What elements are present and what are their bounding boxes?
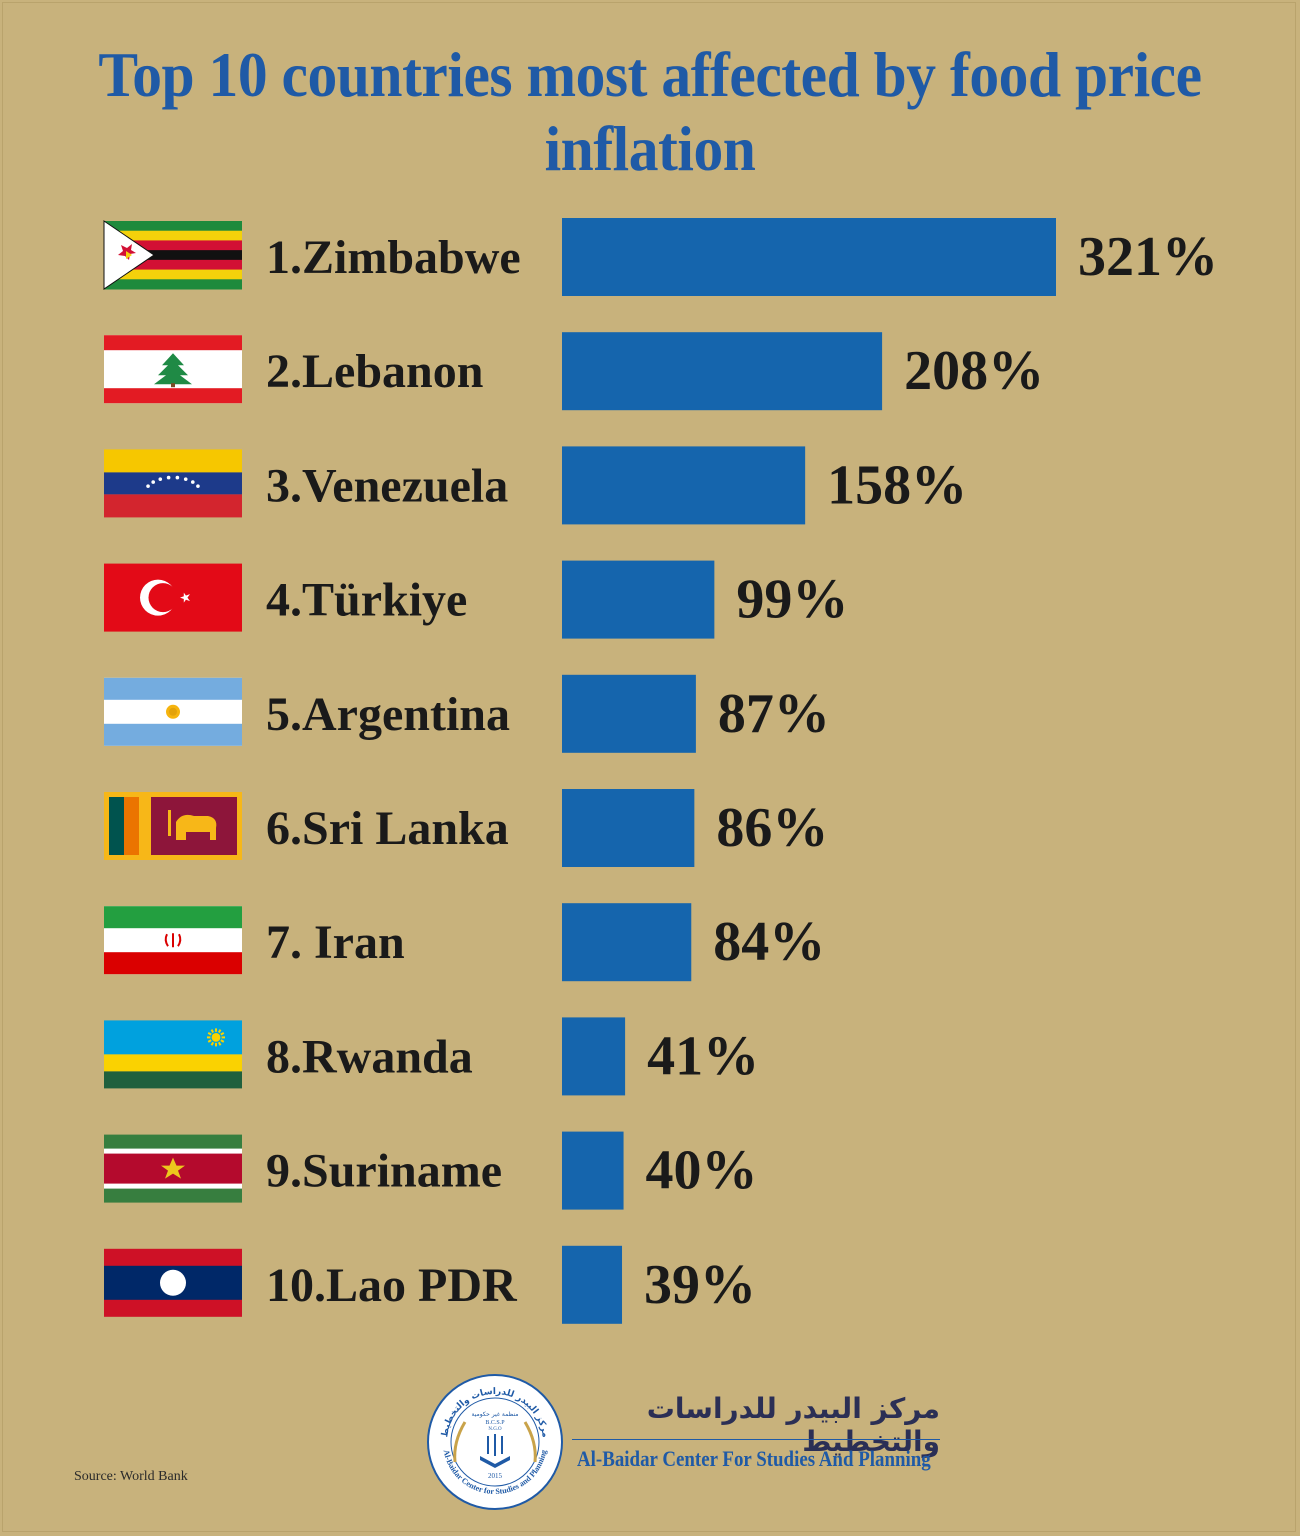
wheat-book-icon [453,1421,537,1468]
bar-t-rkiye [562,560,715,639]
logo-divider [572,1439,940,1440]
category-label-rwanda: 8.Rwanda [266,1030,473,1083]
argentina-flag-icon [104,677,242,746]
category-label-sri-lanka: 6.Sri Lanka [266,802,509,855]
zimbabwe-flag-icon [103,220,242,290]
category-label-lao-pdr: 10.Lao PDR [266,1259,518,1312]
laos-flag-icon [104,1248,242,1317]
bar-venezuela [562,446,806,525]
category-label-zimbabwe: 1.Zimbabwe [266,231,521,284]
category-label-venezuela: 3.Venezuela [266,459,508,512]
bar-chart: 1.Zimbabwe 321% 2.Lebanon 208% 3.Venezuela 15… [103,218,1218,1324]
venezuela-flag-icon [104,449,242,518]
value-label-iran: 84% [713,911,825,973]
value-label-argentina: 87% [718,683,830,745]
turkiye-flag-icon [104,563,242,632]
lebanon-flag-icon [104,335,242,404]
seal-abbr: B.C.S.P [485,1420,505,1426]
suriname-flag-icon [104,1134,242,1203]
logo-seal: مركز البيدر للدراسات والتخطيط Al-Baidar … [427,1374,563,1510]
seal-year: 2015 [488,1472,503,1480]
bar-suriname [562,1131,624,1210]
bar-zimbabwe [562,218,1056,296]
rwanda-flag-icon [104,1020,242,1089]
source-note: Source: World Bank [74,1469,188,1484]
category-label-lebanon: 2.Lebanon [266,345,483,398]
value-label-zimbabwe: 321% [1078,226,1218,288]
bar-rwanda [562,1017,626,1096]
value-label-lao-pdr: 39% [644,1254,756,1316]
sri-lanka-flag-icon [104,792,242,860]
bar-iran [562,903,692,982]
iran-flag-icon [104,906,242,975]
logo-name-english: Al-Baidar Center For Studies And Plannin… [577,1446,931,1471]
seal-ngo-arabic: منظمة غير حكومية [471,1411,518,1418]
value-label-suriname: 40% [646,1140,758,1202]
logo-name-arabic: مركز البيدر للدراسات والتخطيط [646,1392,940,1458]
category-label-argentina: 5.Argentina [266,688,510,741]
value-label-venezuela: 158% [827,454,967,516]
value-label-t-rkiye: 99% [736,569,848,631]
category-label-suriname: 9.Suriname [266,1145,502,1198]
seal-ngo: N.G.O [488,1427,502,1432]
bar-sri-lanka [562,789,695,867]
bar-lao-pdr [562,1245,623,1324]
category-label-iran: 7. Iran [266,916,405,969]
category-label-t-rkiye: 4.Türkiye [266,574,467,627]
value-label-lebanon: 208% [904,340,1044,402]
bar-lebanon [562,332,883,411]
bar-argentina [562,674,696,753]
value-label-rwanda: 41% [647,1025,759,1087]
value-label-sri-lanka: 86% [716,797,828,859]
chart-title: Top 10 countries most affected by food p… [98,39,1202,184]
